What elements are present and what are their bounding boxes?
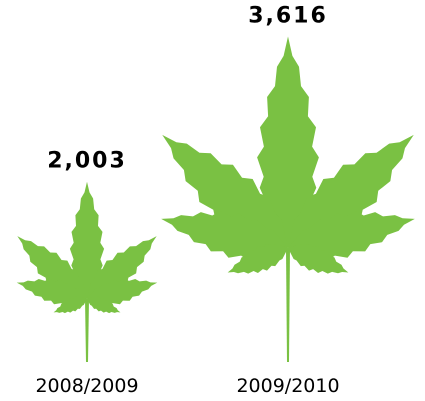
- stem: [286, 248, 290, 362]
- value-label: 3,616: [248, 4, 328, 29]
- leaflet: [257, 36, 319, 249]
- leaflet: [288, 211, 415, 260]
- leaflet: [288, 244, 349, 274]
- category-label: 2009/2010: [236, 375, 339, 397]
- leaflet: [53, 296, 87, 314]
- leaf: [16, 181, 158, 362]
- leaflet: [69, 181, 105, 299]
- leaflet: [161, 211, 288, 260]
- value-label: 2,003: [47, 149, 127, 174]
- leaflet: [16, 278, 87, 306]
- leaflet: [87, 296, 121, 314]
- leaflet: [87, 278, 158, 306]
- leaf: [161, 36, 415, 362]
- stem: [85, 298, 89, 362]
- category-label: 2008/2009: [35, 375, 138, 397]
- leaflet: [227, 244, 288, 274]
